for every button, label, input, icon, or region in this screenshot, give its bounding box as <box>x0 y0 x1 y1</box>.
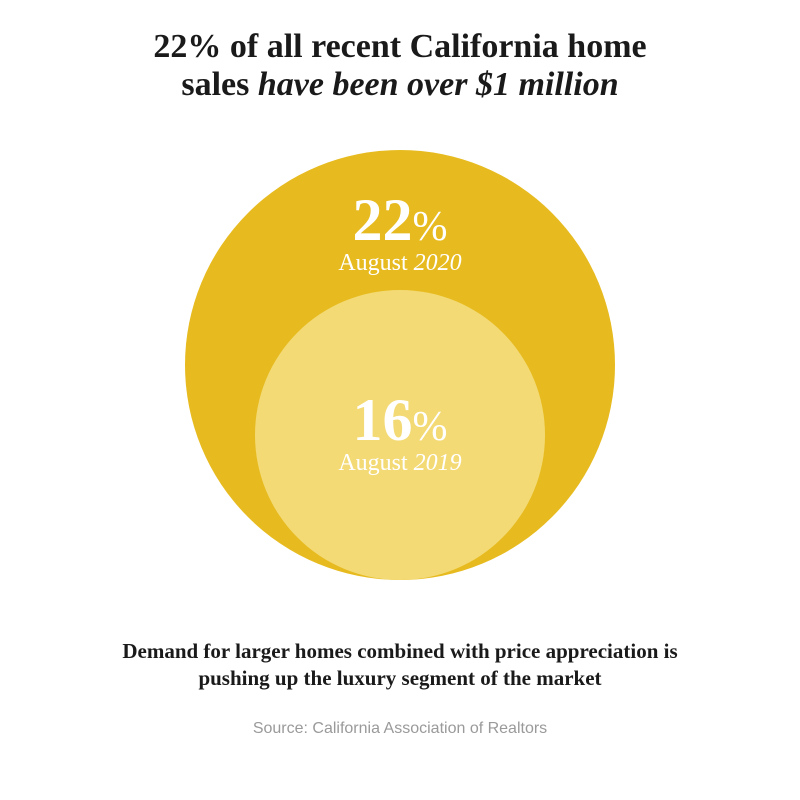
percent-sign: % <box>413 204 448 250</box>
infographic-page: 22% of all recent California home sales … <box>0 0 800 800</box>
inner-circle: 16% August 2019 <box>255 290 545 580</box>
headline-line2-bold: sales <box>181 66 249 103</box>
outer-date: August 2020 <box>185 250 615 276</box>
headline-line1: 22% of all recent California home <box>50 28 750 66</box>
inner-date: August 2019 <box>255 450 545 476</box>
subheadline: Demand for larger homes combined with pr… <box>50 638 750 692</box>
nested-circle-chart: 22% August 2020 16% August 2019 <box>0 140 800 610</box>
outer-pct: 22% <box>185 190 615 250</box>
source-attribution: Source: California Association of Realto… <box>0 720 800 738</box>
headline: 22% of all recent California home sales … <box>50 28 750 104</box>
inner-circle-label: 16% August 2019 <box>255 390 545 476</box>
headline-line1-bold: 22% of all recent California home <box>153 28 646 65</box>
subhead-line1: Demand for larger homes combined with pr… <box>122 639 677 663</box>
inner-month: August <box>338 450 407 476</box>
percent-sign: % <box>413 404 448 450</box>
inner-year: 2019 <box>414 450 462 476</box>
outer-pct-value: 22 <box>353 187 413 253</box>
outer-month: August <box>338 250 407 276</box>
outer-circle-label: 22% August 2020 <box>185 190 615 276</box>
subhead-line2: pushing up the luxury segment of the mar… <box>198 666 601 690</box>
headline-line2: sales have been over $1 million <box>50 66 750 104</box>
inner-pct: 16% <box>255 390 545 450</box>
inner-pct-value: 16 <box>353 387 413 453</box>
headline-line2-italic: have been over $1 million <box>249 66 618 103</box>
outer-year: 2020 <box>414 250 462 276</box>
